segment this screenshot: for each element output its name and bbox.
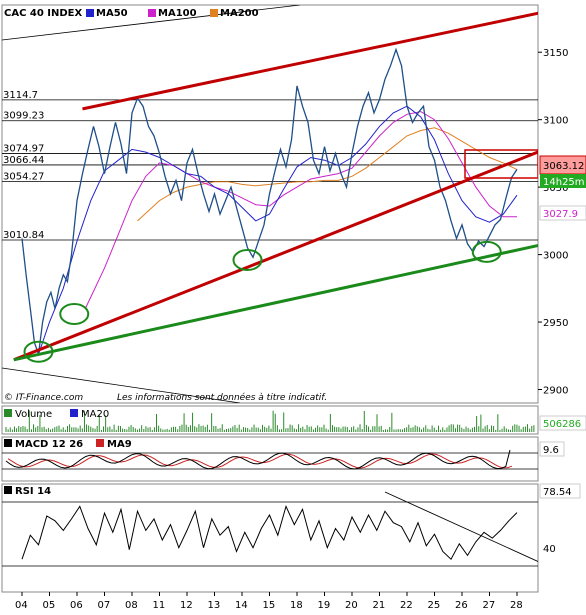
ma20-legend-swatch [70,409,78,417]
x-tick-label-13: 21 [373,600,386,611]
axes: 2900 2950 3000 3050 3100 3150 3114.7 3099.23 307… [3,48,568,611]
chart-title: CAC 40 INDEX [4,8,83,19]
volume-legend-swatch [4,409,12,417]
circle-marker-0 [23,340,54,363]
macd-badge [539,441,565,457]
x-tick-label-11: 19 [318,600,331,611]
ma100-legend: MA100 [158,8,197,19]
last-price-label: 3063.12 [543,161,584,172]
circle-marker-1 [59,302,90,325]
level-label-3: 3066.44 [3,155,44,166]
circle-marker-3 [471,240,502,263]
ma200-legend-swatch [210,9,218,17]
macd-panel [2,449,538,470]
macd-line [5,449,511,470]
macd-legend: MACD 12 26 [15,439,83,450]
ma50-legend-swatch [86,9,94,17]
price-tick-label-3: 3050 [543,183,568,194]
copyright: © IT-Finance.com [4,393,83,403]
rsi-title: RSI 14 [15,486,51,497]
ma200-line [137,127,518,222]
price-line [21,47,518,355]
rsi-legend-swatch [4,486,12,494]
lower-thin-line [2,367,241,403]
ma200-legend: MA200 [220,8,259,19]
support-line [13,243,538,362]
price-panel [2,5,538,403]
rsi-frame [1,483,539,593]
ma20-legend: MA20 [81,409,109,420]
disclaimer: Les informations sont données à titre in… [117,392,327,403]
x-tick-label-1: 05 [43,600,56,611]
time-badge [540,174,586,188]
ma100-legend-swatch [148,9,156,17]
x-tick-label-2: 06 [70,600,83,611]
ma100-badge [539,205,586,221]
volume-value-label: 506286 [543,419,581,430]
volume-legend: Volume [15,409,52,420]
x-tick-label-15: 25 [428,600,441,611]
rsi-trendline [384,491,538,562]
circle-marker-2 [232,248,263,271]
volume-badge [539,415,586,431]
price-tick-label-1: 2950 [543,318,568,329]
x-tick-label-0: 04 [15,600,28,611]
ma100-value-label: 3027.9 [543,209,578,220]
channel-lower-line [13,150,538,362]
x-tick-label-6: 12 [180,600,193,611]
ma50-legend: MA50 [96,8,128,19]
ma9-legend: MA9 [107,439,132,450]
rsi-badge [539,483,581,499]
rsi-value-label: 78.54 [543,487,572,498]
rsi-tick-label-0: 40 [543,544,556,555]
chart-panels [1,4,539,593]
time-label: 14h25m [543,177,585,188]
price-tick-label-4: 3100 [543,116,568,127]
rsi-panel [2,491,538,567]
level-label-0: 3114.7 [3,90,38,101]
macd-frame [1,436,539,482]
last-price-box [464,149,538,179]
x-tick-label-18: 28 [510,600,523,611]
macd-signal-line [7,453,513,469]
x-tick-label-12: 20 [345,600,358,611]
upper-thin-line [2,5,301,41]
x-tick-label-7: 13 [208,600,221,611]
x-tick-label-3: 07 [98,600,111,611]
x-tick-label-16: 26 [455,600,468,611]
macd-value-label: 9.6 [543,445,559,456]
ma50-line [38,105,518,355]
x-tick-label-8: 14 [235,600,248,611]
volume-panel [5,410,535,432]
x-tick-label-17: 27 [483,600,496,611]
price-frame [1,4,539,404]
x-tick-label-5: 11 [153,600,166,611]
level-label-4: 3054.27 [3,171,44,182]
rsi-line [21,504,518,561]
macd-legend-swatch [4,439,12,447]
x-tick-label-9: 15 [263,600,276,611]
price-tick-label-2: 3000 [543,251,568,262]
level-label-1: 3099.23 [3,111,44,122]
level-label-5: 3010.84 [3,230,44,241]
x-tick-label-10: 18 [290,600,303,611]
price-tick-label-0: 2900 [543,386,568,397]
x-tick-label-4: 08 [125,600,138,611]
price-tick-label-5: 3150 [543,48,568,59]
level-label-2: 3074.97 [3,143,44,154]
channel-upper-line [82,11,538,111]
ma9-legend-swatch [96,439,104,447]
x-tick-label-14: 22 [400,600,413,611]
